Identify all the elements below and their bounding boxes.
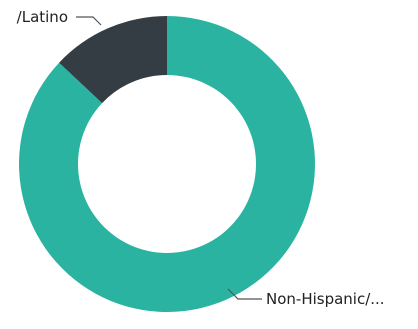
slice-label-1: /Latino xyxy=(17,8,68,26)
donut-slice-1[interactable] xyxy=(59,16,167,104)
slice-label-0: Non-Hispanic/... xyxy=(266,290,385,308)
labels-layer: Non-Hispanic/... /Latino xyxy=(17,8,385,308)
donut-slice-0[interactable] xyxy=(19,16,316,312)
leader-line-0 xyxy=(227,288,262,300)
leader-line-1 xyxy=(76,16,102,26)
slices-layer xyxy=(19,16,316,312)
